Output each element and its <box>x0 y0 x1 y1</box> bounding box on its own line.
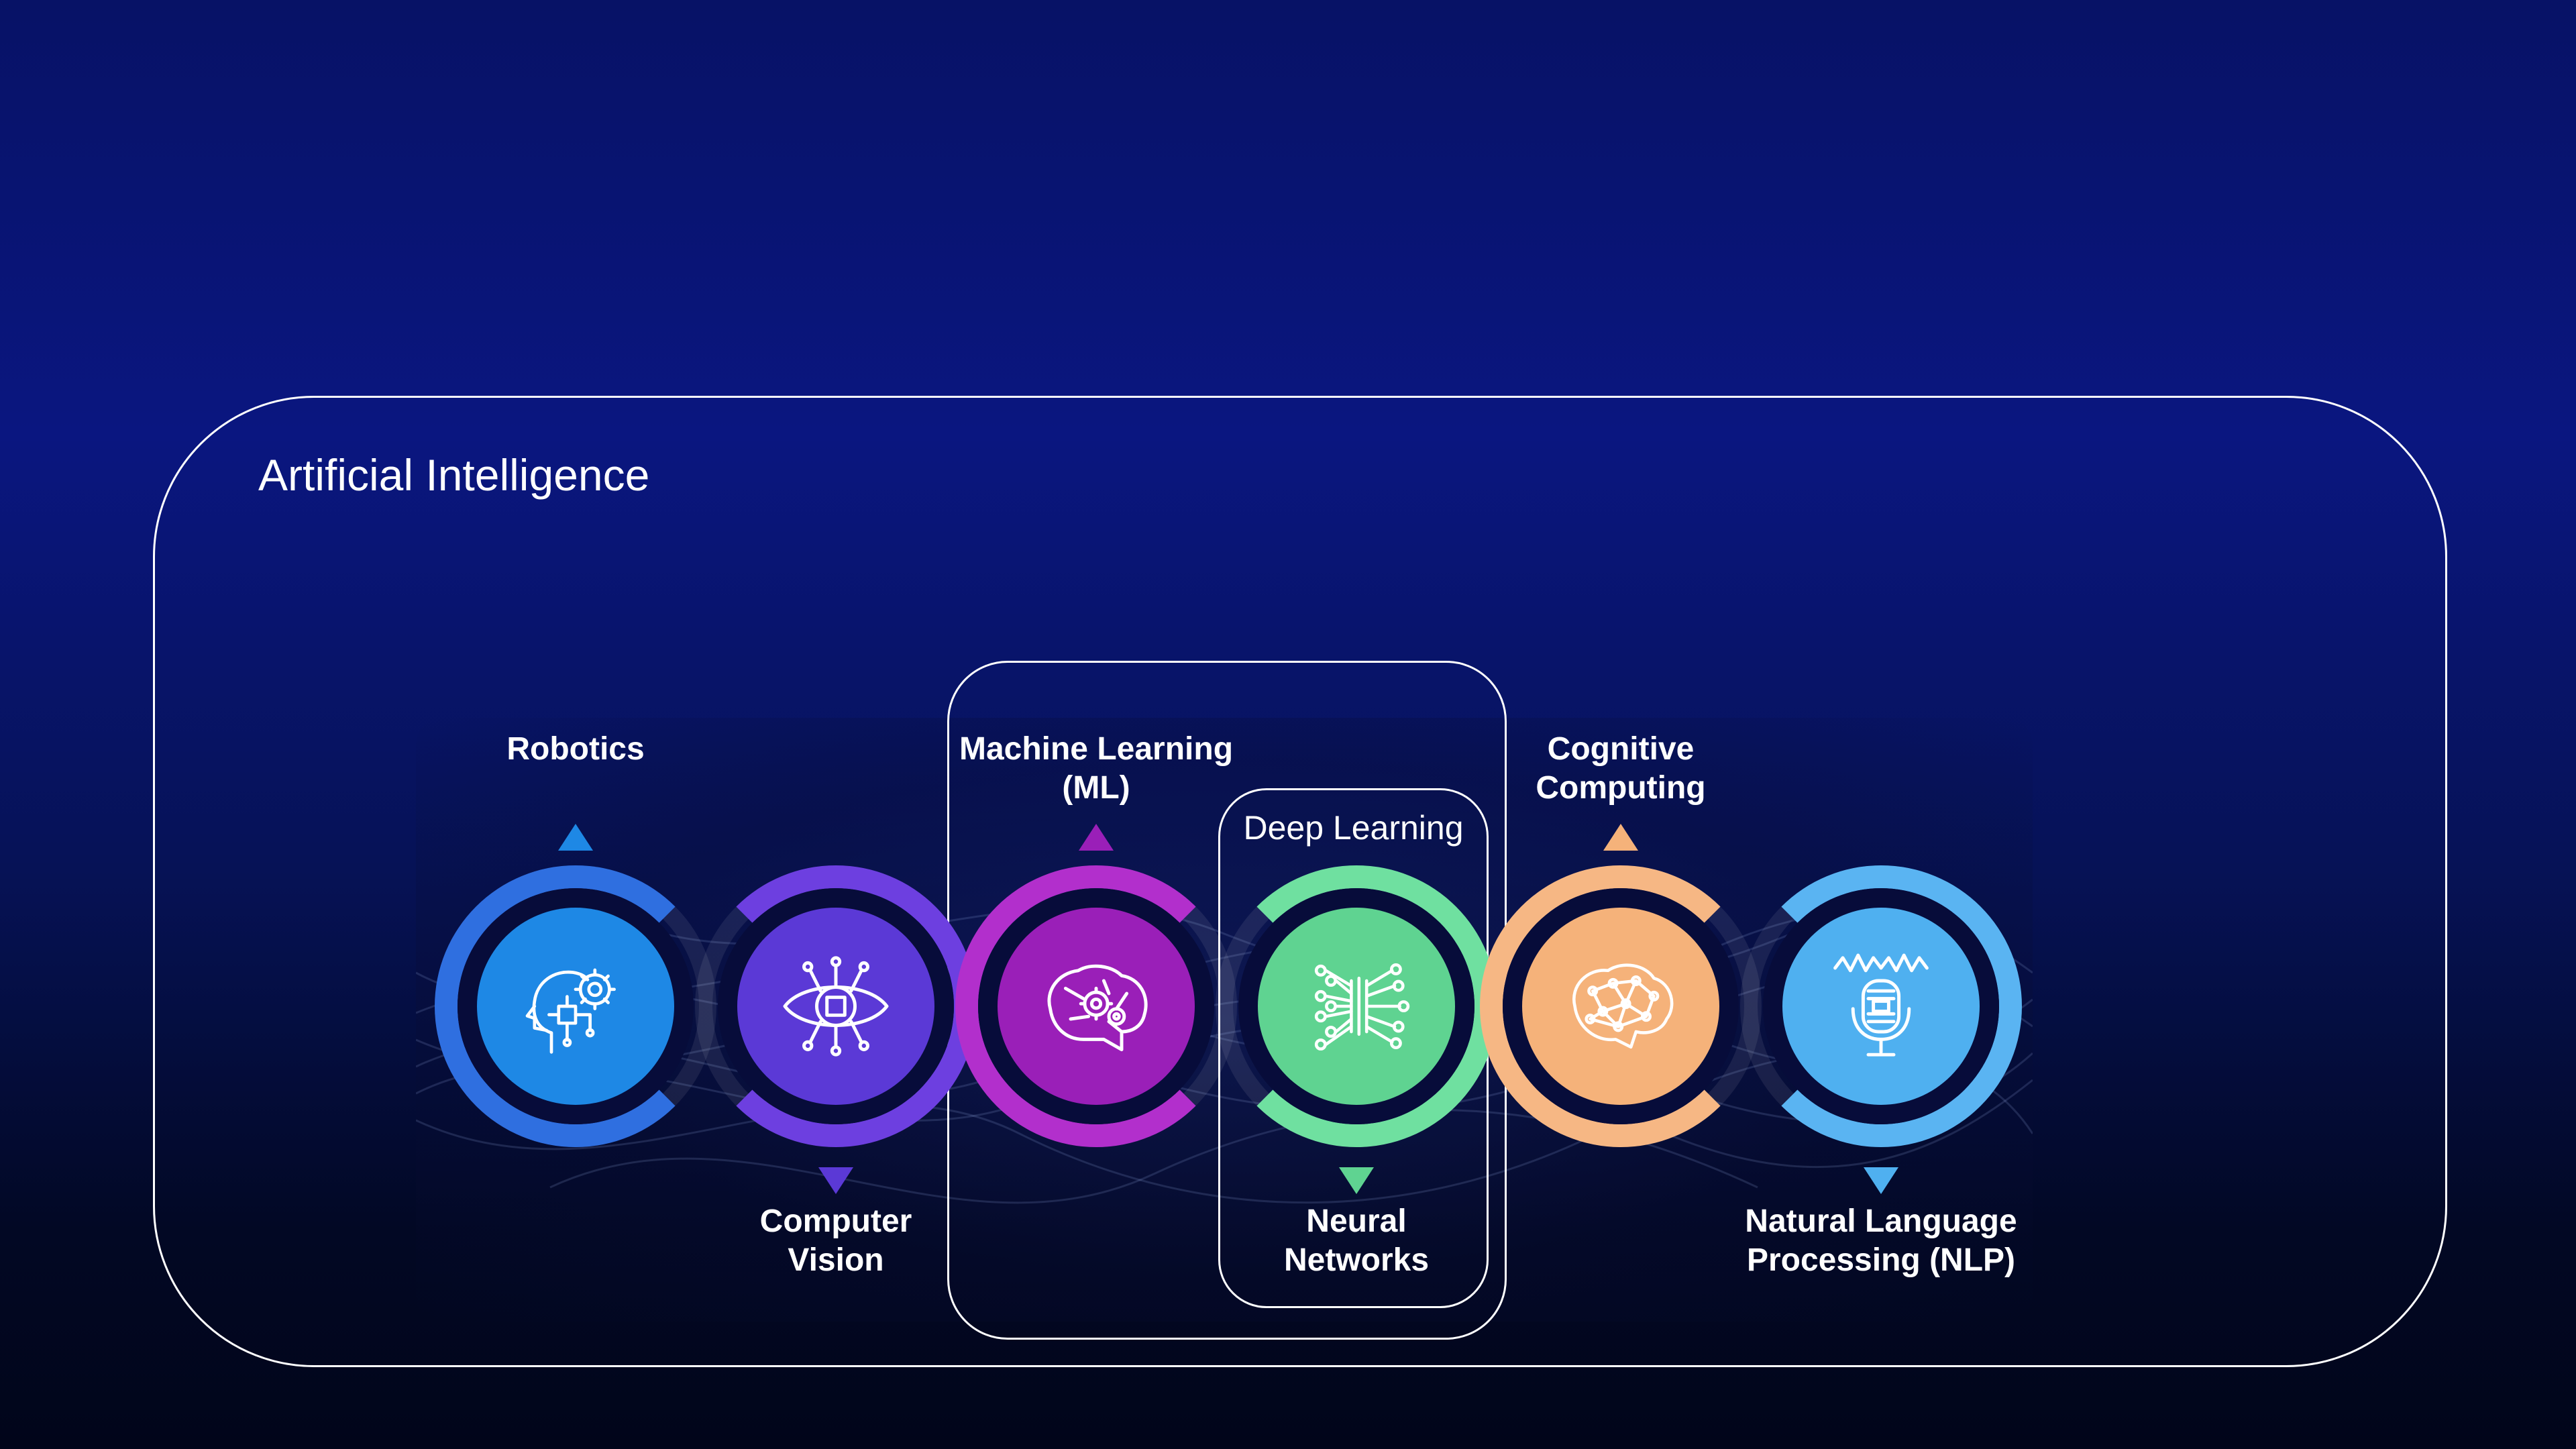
robotics-arrow <box>558 824 593 851</box>
neural-networks-node <box>1216 865 1497 1147</box>
neural-networks-label: Neural Networks <box>1283 1203 1430 1278</box>
artificial-intelligence-frame <box>153 396 2447 1367</box>
computer-vision-arrow <box>818 1167 853 1194</box>
nlp-arrow <box>1864 1167 1898 1194</box>
machine-learning-arrow <box>1079 824 1114 851</box>
brain-gears-icon <box>998 908 1195 1105</box>
deep-learning-title: Deep Learning <box>1243 809 1464 847</box>
computer-vision-label: Computer Vision <box>759 1203 912 1278</box>
machine-learning-node <box>955 865 1237 1147</box>
microphone-soundwave-icon <box>1782 908 1980 1105</box>
cognitive-computing-label: Cognitive Computing <box>1536 731 1706 806</box>
brain-network-icon <box>1522 908 1719 1105</box>
cognitive-computing-node <box>1480 865 1762 1147</box>
nlp-label: Natural Language Processing (NLP) <box>1745 1203 2017 1278</box>
nlp-node <box>1740 865 2022 1147</box>
computer-vision-node <box>695 865 977 1147</box>
robotics-node <box>435 865 716 1147</box>
robotics-label: Robotics <box>506 731 645 767</box>
machine-learning-label: Machine Learning (ML) <box>959 731 1234 806</box>
eye-chip-icon <box>737 908 934 1105</box>
neural-networks-arrow <box>1339 1167 1374 1194</box>
artificial-intelligence-title: Artificial Intelligence <box>258 450 650 500</box>
robot-head-gear-icon <box>477 908 674 1105</box>
neural-network-icon <box>1258 908 1455 1105</box>
cognitive-computing-arrow <box>1603 824 1638 851</box>
